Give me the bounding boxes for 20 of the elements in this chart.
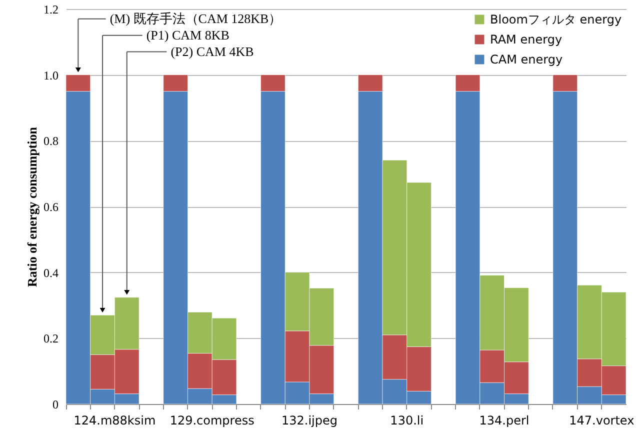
annotation: (M) 既存手法（CAM 128KB） [110,10,282,26]
x-tick-label: 132.ijpeg [281,414,338,428]
legend-label: CAM energy [490,52,563,66]
y-tick-label: 0 [52,398,58,412]
y-axis-title: Ratio of energy consumption [24,126,40,287]
annotation: (P1) CAM 8KB [146,27,230,42]
y-tick-label: 1.0 [44,68,58,82]
annotation: (P2) CAM 4KB [170,44,254,59]
y-tick-label: 0.4 [44,266,58,280]
y-tick-label: 1.2 [44,2,58,16]
y-tick-label: 0.2 [44,332,58,346]
y-tick-label: 0.6 [44,200,58,214]
x-tick-label: 129.compress [170,414,254,428]
x-tick-label: 130.li [390,414,424,428]
x-tick-label: 147.vortex [569,414,634,428]
legend-label: RAM energy [490,32,562,46]
x-tick-label: 124.m88ksim [74,414,156,428]
legend-label: Bloomフィルタ energy [490,12,622,26]
y-tick-label: 0.8 [44,134,58,148]
x-tick-label: 134.perl [479,414,530,428]
